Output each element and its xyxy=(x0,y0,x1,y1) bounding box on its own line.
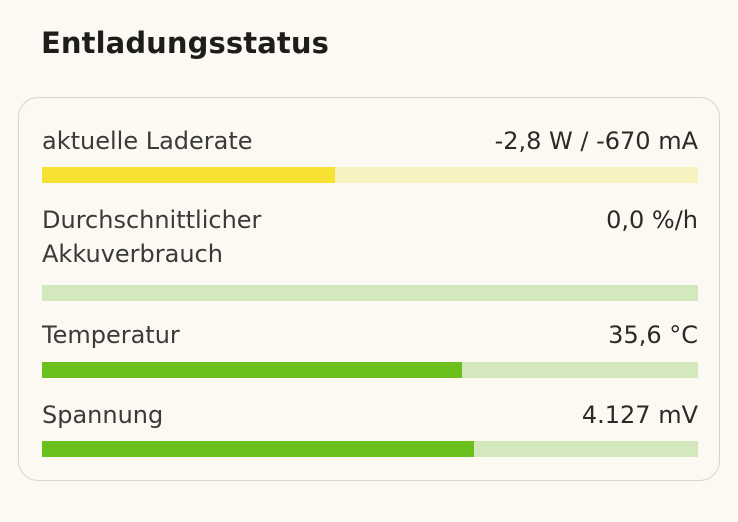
progress-fill xyxy=(42,441,475,457)
progress-fill xyxy=(42,362,462,378)
metric-label: Durchschnittlicher Akkuverbrauch xyxy=(42,206,262,268)
progress-track xyxy=(42,285,698,301)
progress-track xyxy=(42,441,698,457)
metric-value: 0,0 %/h xyxy=(606,206,698,234)
status-card: aktuelle Laderate -2,8 W / -670 mA Durch… xyxy=(18,97,720,481)
metric-value: 4.127 mV xyxy=(581,401,698,429)
progress-track xyxy=(42,167,698,183)
metric-value: 35,6 °C xyxy=(608,321,698,349)
metric-value: -2,8 W / -670 mA xyxy=(494,127,698,155)
progress-fill xyxy=(42,167,335,183)
metric-label: aktuelle Laderate xyxy=(42,127,253,155)
metric-label: Spannung xyxy=(42,401,164,429)
metric-label: Temperatur xyxy=(42,321,180,349)
progress-track xyxy=(42,362,698,378)
section-title: Entladungsstatus xyxy=(41,26,329,60)
